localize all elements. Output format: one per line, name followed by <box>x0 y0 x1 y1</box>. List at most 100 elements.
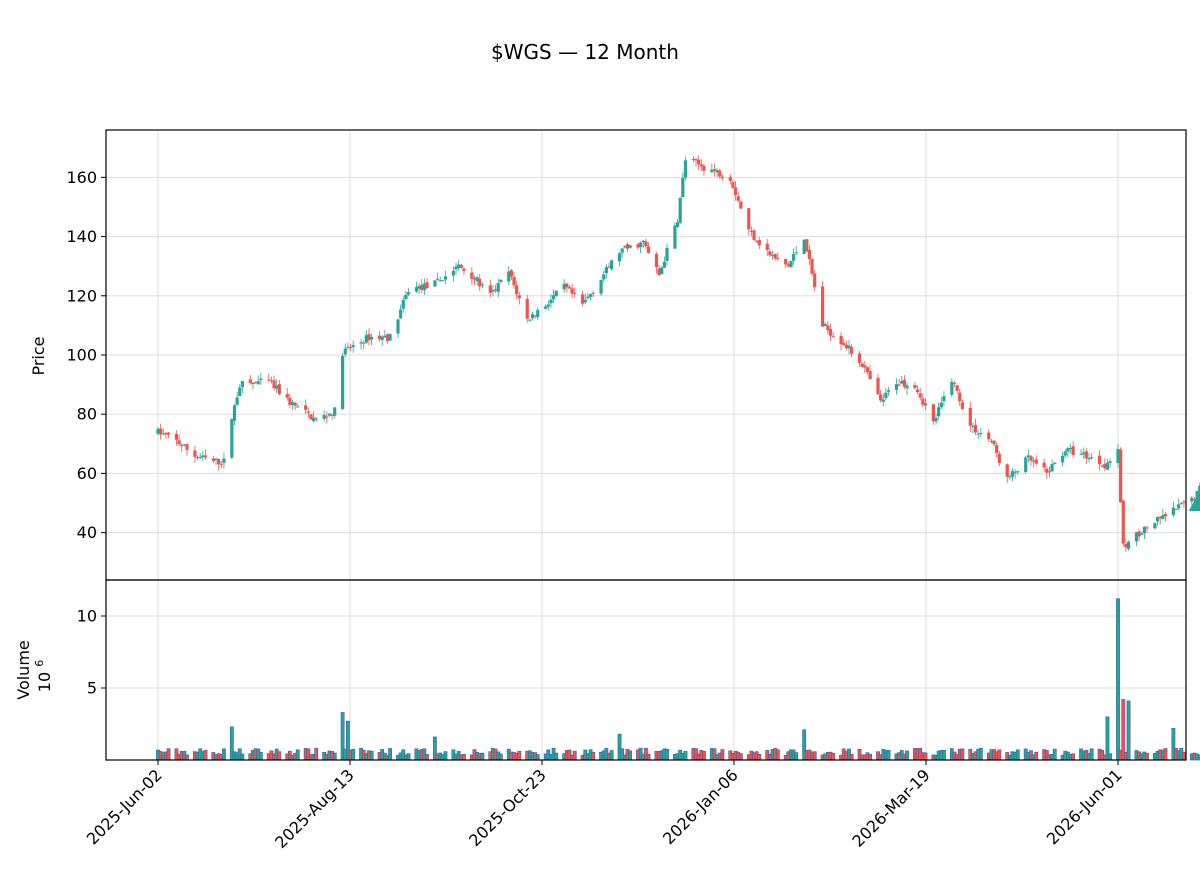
volume-bar <box>628 750 632 761</box>
candle-body <box>702 165 706 171</box>
candle-body <box>1079 453 1083 455</box>
volume-unit-exponent: 6 <box>33 660 46 667</box>
candle-body <box>1192 499 1197 501</box>
candle-body <box>884 392 888 399</box>
x-tick-label: 2025-Oct-23 <box>465 765 550 850</box>
candle-body <box>865 367 870 372</box>
candle-body <box>628 245 632 248</box>
candle-body <box>459 264 463 269</box>
candle-body <box>950 381 954 395</box>
volume-bar <box>517 750 522 761</box>
volume-bar <box>240 753 245 761</box>
candle-body <box>976 433 980 435</box>
candle-body <box>554 290 558 296</box>
candle-body <box>1116 449 1120 464</box>
volume-bar <box>277 751 282 761</box>
candle-body <box>636 244 640 248</box>
candle-body <box>528 319 532 321</box>
candle-body <box>290 402 295 405</box>
candle-body <box>602 274 606 280</box>
candle-body <box>776 257 780 259</box>
candle-body <box>330 414 334 416</box>
volume-bar <box>960 748 965 761</box>
candle-body <box>942 396 946 402</box>
candle-body <box>219 463 223 465</box>
candle-body <box>488 285 492 293</box>
candle-body <box>343 348 347 355</box>
candle-body <box>406 291 411 295</box>
volume-unit-label: 10 6 <box>33 660 54 692</box>
candle-body <box>322 414 326 420</box>
candle-body <box>285 394 289 398</box>
candle-body <box>480 284 484 286</box>
candle-body <box>863 365 867 368</box>
candle-body <box>314 418 318 420</box>
candle-body <box>309 414 313 420</box>
candle-body <box>232 405 237 421</box>
x-tick-label: 2025-Aug-13 <box>271 765 358 852</box>
candle-body <box>1068 447 1073 449</box>
volume-bar <box>480 752 485 761</box>
candle-body <box>879 394 883 401</box>
candle-body <box>383 335 387 338</box>
candle-body <box>1005 464 1009 477</box>
candle-body <box>507 271 511 282</box>
candle-body <box>312 417 316 422</box>
candle-body <box>493 289 498 291</box>
candle-body <box>201 455 205 458</box>
candle-body <box>351 345 355 348</box>
candle-body <box>1174 508 1178 510</box>
end-marker-triangle <box>1188 491 1200 512</box>
candle-body <box>399 309 403 319</box>
volume-bar <box>1108 753 1112 761</box>
candle-body <box>1145 527 1149 529</box>
candle-body <box>720 176 724 178</box>
volume-bar <box>849 754 854 761</box>
candle-body <box>472 277 477 280</box>
volume-bar <box>332 752 337 761</box>
candle-body <box>512 276 516 286</box>
candle-body <box>296 406 300 408</box>
candle-body <box>1034 459 1038 464</box>
candle-body <box>712 169 717 171</box>
candle-body <box>807 249 812 259</box>
volume-bar <box>166 748 171 761</box>
candle-body <box>198 457 202 459</box>
candle-body <box>675 222 680 227</box>
candle-body <box>1137 531 1141 537</box>
candle-body <box>1042 462 1046 468</box>
candle-body <box>364 335 368 343</box>
candle-body <box>549 299 553 304</box>
volume-bar <box>1126 700 1131 761</box>
candle-body <box>217 459 221 465</box>
candle-body <box>457 264 461 269</box>
candle-body <box>757 240 761 246</box>
candle-body <box>681 177 685 198</box>
candle-body <box>435 278 440 280</box>
candle-body <box>388 334 392 341</box>
candle-body <box>441 280 445 282</box>
candle-body <box>1013 471 1017 473</box>
candle-body <box>665 247 669 262</box>
candle-body <box>1061 455 1065 463</box>
candle-body <box>478 278 482 287</box>
candle-body <box>673 225 677 249</box>
candle-body <box>934 417 938 422</box>
candle-body <box>269 380 274 382</box>
candle-body <box>662 261 666 268</box>
candle-body <box>876 377 880 395</box>
x-tick-label: 2026-Jan-06 <box>659 765 742 848</box>
candle-body <box>1045 468 1049 473</box>
candle-body <box>443 276 448 280</box>
candle-body <box>193 450 197 457</box>
candle-body <box>644 241 648 247</box>
candle-body <box>293 402 297 406</box>
candle-body <box>691 158 695 161</box>
volume-bar <box>702 750 706 761</box>
candle-body <box>736 196 740 201</box>
candle-body <box>581 294 585 304</box>
volume-unit-base: 10 <box>35 672 54 692</box>
candle-body <box>1158 516 1162 519</box>
candle-body <box>842 342 846 346</box>
